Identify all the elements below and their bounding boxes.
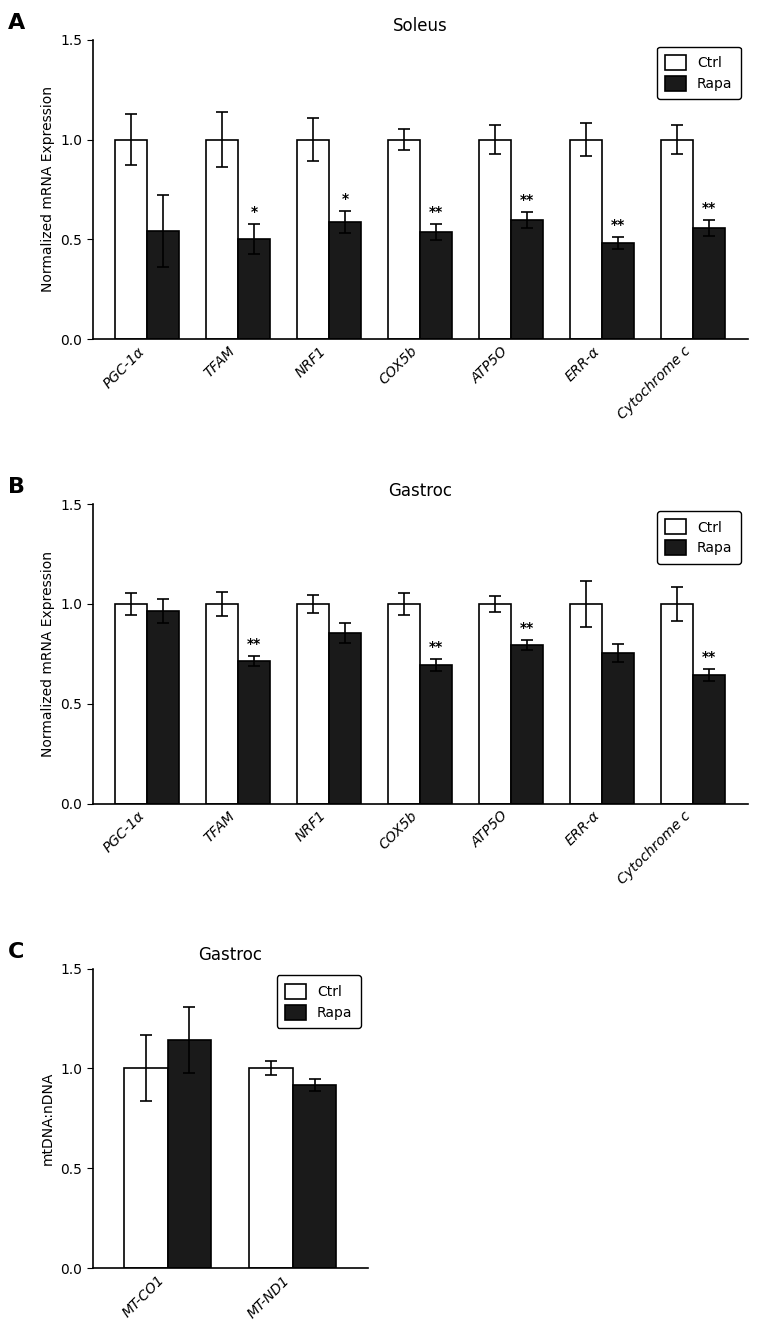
Legend: Ctrl, Rapa: Ctrl, Rapa [657,511,741,564]
Bar [116,140,147,339]
Bar [389,604,420,803]
Title: Gastroc: Gastroc [388,482,453,499]
Bar [124,1069,167,1268]
Bar [511,221,543,339]
Bar [693,675,725,803]
Bar [602,243,634,339]
Title: Soleus: Soleus [392,17,448,36]
Bar [249,1069,293,1268]
Bar [329,633,361,803]
Bar [298,140,329,339]
Bar [602,653,634,803]
Bar [329,222,361,339]
Text: **: ** [702,201,716,215]
Bar [147,231,179,339]
Bar [480,140,511,339]
Text: **: ** [247,637,261,651]
Text: C: C [8,942,24,962]
Y-axis label: Normalized mRNA Expression: Normalized mRNA Expression [41,86,55,292]
Bar [420,664,452,803]
Y-axis label: mtDNA:nDNA: mtDNA:nDNA [41,1071,55,1165]
Bar [693,229,725,339]
Bar [480,604,511,803]
Bar [420,232,452,339]
Bar [298,604,329,803]
Text: **: ** [702,650,716,664]
Y-axis label: Normalized mRNA Expression: Normalized mRNA Expression [41,551,55,757]
Text: **: ** [429,639,443,654]
Bar [207,140,238,339]
Bar [571,140,602,339]
Text: *: * [251,205,258,219]
Bar [389,140,420,339]
Text: **: ** [611,218,625,232]
Text: **: ** [429,205,443,219]
Bar [293,1086,336,1268]
Bar [662,140,693,339]
Bar [116,604,147,803]
Bar [238,239,270,339]
Text: **: ** [520,621,534,635]
Title: Gastroc: Gastroc [198,946,262,964]
Bar [207,604,238,803]
Bar [511,645,543,803]
Legend: Ctrl, Rapa: Ctrl, Rapa [657,46,741,99]
Bar [662,604,693,803]
Bar [238,660,270,803]
Text: B: B [8,477,25,498]
Bar [147,610,179,803]
Bar [167,1041,211,1268]
Text: A: A [8,13,25,33]
Legend: Ctrl, Rapa: Ctrl, Rapa [277,975,361,1028]
Text: *: * [342,193,348,206]
Bar [571,604,602,803]
Text: **: ** [520,193,534,207]
